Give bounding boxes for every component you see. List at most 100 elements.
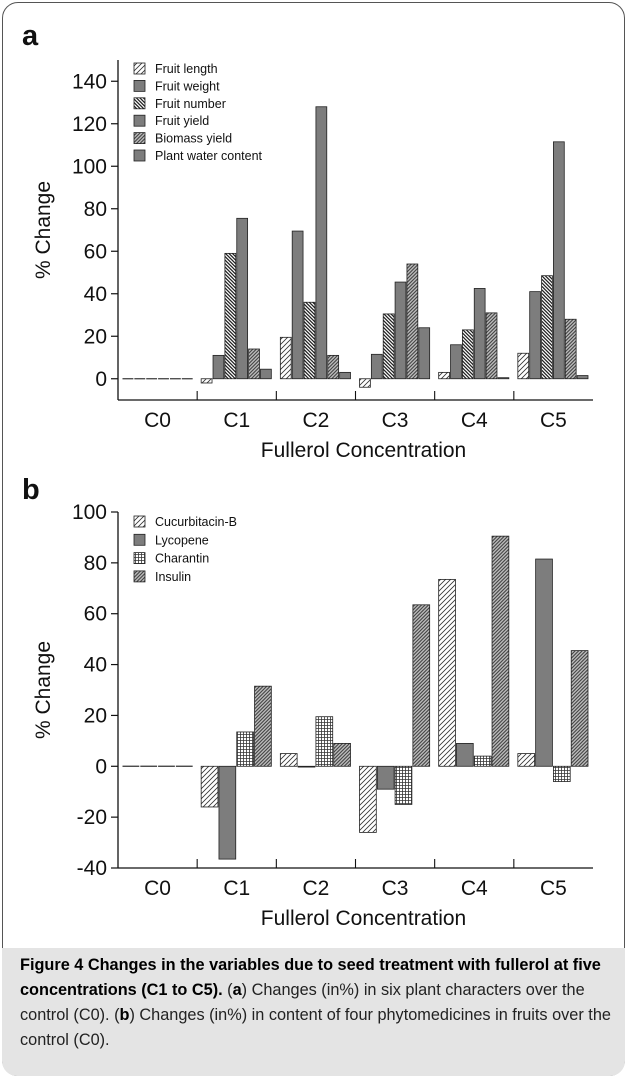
bar xyxy=(553,141,565,380)
legend-label: Biomass yield xyxy=(155,132,232,146)
legend-swatch xyxy=(133,515,146,528)
x-axis-title: Fullerol Concentration xyxy=(261,439,466,462)
x-tick-label: C4 xyxy=(461,877,488,900)
legend-swatch xyxy=(133,132,146,145)
bar xyxy=(315,716,334,767)
bar xyxy=(535,558,553,767)
bar xyxy=(491,535,510,767)
x-tick-label: C5 xyxy=(540,877,567,900)
caption-part-b-label: b xyxy=(119,1006,130,1024)
chart-a: 0 20 40 60 80 100 120 140 C0 C1 C2 C3 C4 C5 Fullerol C… xyxy=(32,60,593,462)
y-tick-label: 20 xyxy=(84,325,107,348)
legend-label: Lycopene xyxy=(155,533,209,547)
y-tick-label: 60 xyxy=(84,240,107,263)
bar xyxy=(260,368,272,380)
x-tick-label: C0 xyxy=(144,409,171,432)
bar xyxy=(200,378,213,384)
bar xyxy=(450,344,462,380)
bar xyxy=(473,755,492,767)
bar xyxy=(553,765,571,782)
bar xyxy=(376,765,395,790)
caption-part-a-text: ) Changes (in%) in six plant characters … xyxy=(20,981,585,1024)
bar xyxy=(418,327,431,380)
bar xyxy=(517,753,536,767)
legend-swatch xyxy=(133,62,146,75)
legend-swatch xyxy=(133,570,146,583)
x-tick-label: C3 xyxy=(382,409,409,432)
bar xyxy=(200,765,219,808)
bar xyxy=(359,378,371,388)
bar xyxy=(315,106,328,380)
panel-b-label: b xyxy=(22,474,40,506)
y-tick-label: -20 xyxy=(77,806,107,829)
y-axis-title: % Change xyxy=(32,181,55,279)
y-tick-label: 140 xyxy=(72,70,107,93)
caption-background xyxy=(2,948,625,1076)
bar xyxy=(406,263,419,380)
legend-label: Plant water content xyxy=(155,149,263,163)
legend-swatch xyxy=(133,97,146,110)
bar xyxy=(303,301,316,380)
legend-swatch xyxy=(133,149,146,162)
x-tick-label: C4 xyxy=(461,409,488,432)
y-tick-label: -40 xyxy=(77,857,107,880)
bar xyxy=(297,765,316,768)
legend-swatch xyxy=(133,533,146,546)
x-tick-label: C3 xyxy=(382,877,409,900)
x-tick-label: C2 xyxy=(302,877,329,900)
y-tick-label: 80 xyxy=(84,198,107,221)
bar xyxy=(412,604,431,767)
bar xyxy=(370,353,383,380)
y-axis-title: % Change xyxy=(32,641,55,739)
bar xyxy=(218,765,237,860)
x-tick-label: C1 xyxy=(223,877,250,900)
bar xyxy=(279,753,298,767)
bar xyxy=(212,354,225,380)
legend-label: Fruit number xyxy=(155,97,226,111)
bar xyxy=(327,354,340,380)
caption-part-a-label: a xyxy=(232,981,242,999)
bar xyxy=(236,217,249,380)
bar xyxy=(456,742,474,767)
bar xyxy=(394,281,407,380)
x-tick-label: C5 xyxy=(540,409,567,432)
chart-b: -40 -20 0 20 40 60 80 100 C0 C1 C2 C3 C4 C5 Fullerol C… xyxy=(32,501,593,930)
x-tick-label: C0 xyxy=(144,877,171,900)
legend-swatch xyxy=(133,552,146,564)
bar xyxy=(224,252,237,380)
bar xyxy=(461,329,474,380)
legend-swatch xyxy=(133,114,146,127)
y-tick-label: 0 xyxy=(95,368,107,391)
y-tick-label: 0 xyxy=(95,755,107,778)
bar xyxy=(529,291,541,380)
bar xyxy=(438,578,456,767)
bar xyxy=(438,371,450,380)
y-tick-label: 100 xyxy=(72,155,107,178)
legend-label: Insulin xyxy=(155,570,191,584)
bar xyxy=(248,348,260,380)
y-tick-label: 60 xyxy=(84,603,107,626)
bar xyxy=(541,275,553,380)
bar xyxy=(473,288,486,380)
legend-label: Fruit length xyxy=(155,62,218,76)
bar xyxy=(254,685,272,767)
x-tick-label: C1 xyxy=(223,409,250,432)
bar xyxy=(517,352,530,380)
y-tick-label: 40 xyxy=(84,654,107,677)
legend-swatch xyxy=(133,80,146,92)
bar xyxy=(333,742,351,767)
legend-label: Cucurbitacin-B xyxy=(155,515,237,529)
panel-a-label: a xyxy=(22,20,39,52)
y-tick-label: 20 xyxy=(84,704,107,727)
caption-title: Figure 4 Changes in the variables due to… xyxy=(20,956,601,999)
caption-part-b-text: ) Changes (in%) in content of four phyto… xyxy=(20,1006,611,1049)
y-tick-label: 80 xyxy=(84,552,107,575)
x-tick-label: C2 xyxy=(302,409,329,432)
bar xyxy=(339,371,351,380)
bar xyxy=(291,230,304,380)
legend-label: Fruit weight xyxy=(155,79,220,93)
bar xyxy=(576,375,589,380)
figure-caption: Figure 4 Changes in the variables due to… xyxy=(20,953,612,1053)
y-tick-label: 40 xyxy=(84,283,107,306)
bar xyxy=(570,650,589,767)
